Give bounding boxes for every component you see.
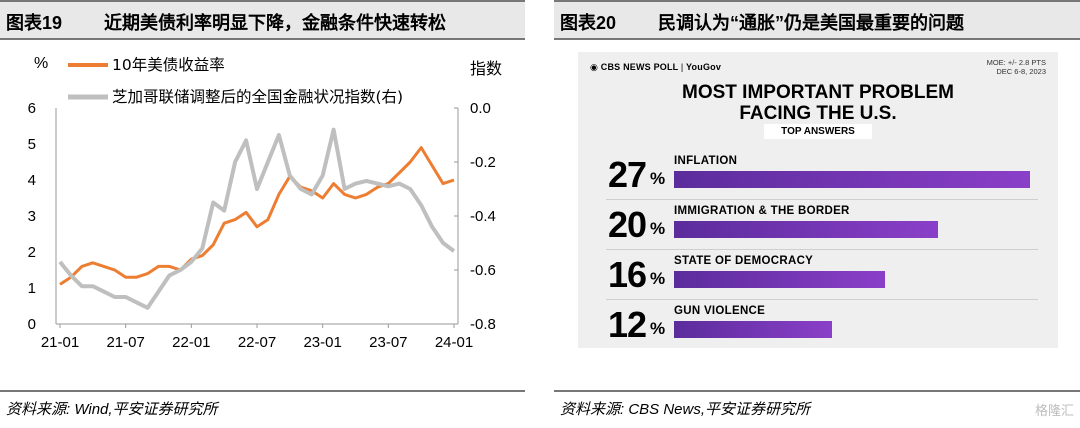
left-tick-label: 5 bbox=[28, 136, 36, 153]
poll-percent-sign: % bbox=[650, 219, 666, 238]
right-tick-label: 0.0 bbox=[470, 100, 491, 117]
x-tick-label: 22-07 bbox=[238, 334, 276, 351]
left-panel: 图表19 近期美债利率明显下降，金融条件快速转松 0 1 2 3 4 5 6 -0.8 -0.6… bbox=[0, 0, 525, 426]
left-tick-label: 4 bbox=[28, 172, 36, 189]
poll-partner-text: YouGov bbox=[686, 62, 722, 72]
left-source-text: 资料来源: Wind,平安证券研究所 bbox=[6, 401, 218, 418]
legend-label-2: 芝加哥联储调整后的全国金融状况指数(右) bbox=[112, 88, 403, 106]
right-tick-label: -0.8 bbox=[470, 316, 496, 333]
left-tick-label: 3 bbox=[28, 208, 36, 225]
poll-percent-sign: % bbox=[650, 319, 666, 338]
series-line-1 bbox=[59, 146, 455, 286]
poll-row: 20% IMMIGRATION & THE BORDER bbox=[578, 202, 1058, 248]
poll-category-label: IMMIGRATION & THE BORDER bbox=[674, 205, 850, 217]
x-tick-label: 21-01 bbox=[41, 334, 79, 351]
line-chart: 0 1 2 3 4 5 6 -0.8 -0.6 -0.4 -0.2 0.0 21-01 21-07 22-0… bbox=[28, 55, 502, 351]
poll-value-label: 16 bbox=[608, 254, 647, 295]
left-source-footer: 资料来源: Wind,平安证券研究所 bbox=[0, 390, 525, 428]
left-figure-label: 图表19 bbox=[6, 13, 63, 33]
poll-percent-sign: % bbox=[650, 169, 666, 188]
right-tick-label: -0.6 bbox=[470, 262, 496, 279]
poll-value-label: 12 bbox=[608, 304, 647, 345]
poll-bar bbox=[674, 171, 1030, 188]
x-tick-label: 23-07 bbox=[369, 334, 407, 351]
poll-subtitle: TOP ANSWERS bbox=[764, 124, 872, 139]
poll-value-label: 20 bbox=[608, 204, 647, 245]
poll-category-label: STATE OF DEMOCRACY bbox=[674, 255, 814, 267]
left-tick-label: 1 bbox=[28, 280, 36, 297]
line-chart-container: 0 1 2 3 4 5 6 -0.8 -0.6 -0.4 -0.2 0.0 21-01 21-07 22-0… bbox=[0, 48, 525, 358]
right-figure-header: 图表20 民调认为“通胀”仍是美国最重要的问题 bbox=[554, 0, 1080, 40]
poll-bar bbox=[674, 321, 833, 338]
right-tick-label: -0.2 bbox=[470, 154, 496, 171]
poll-row: 16% STATE OF DEMOCRACY bbox=[578, 252, 1058, 298]
right-figure-label: 图表20 bbox=[560, 13, 617, 33]
right-tick-label: -0.4 bbox=[470, 208, 496, 225]
poll-row: 12% GUN VIOLENCE bbox=[578, 302, 1058, 348]
poll-brand: ◉ CBS NEWS POLL | YouGov bbox=[590, 62, 722, 72]
series-line-2 bbox=[58, 127, 456, 310]
poll-category-label: GUN VIOLENCE bbox=[674, 305, 766, 317]
left-tick-label: 0 bbox=[28, 316, 36, 333]
left-tick-label: 6 bbox=[28, 100, 36, 117]
poll-brand-text: CBS NEWS POLL bbox=[600, 62, 679, 72]
legend-label-1: 10年美债收益率 bbox=[112, 56, 225, 74]
x-tick-label: 22-01 bbox=[172, 334, 210, 351]
poll-percent-sign: % bbox=[650, 269, 666, 288]
poll-category-label: INFLATION bbox=[674, 155, 738, 167]
poll-title: MOST IMPORTANT PROBLEM FACING THE U.S. bbox=[578, 82, 1058, 124]
left-figure-title: 近期美债利率明显下降，金融条件快速转松 bbox=[104, 13, 446, 33]
poll-row-divider bbox=[606, 299, 1038, 300]
x-tick-label: 21-07 bbox=[106, 334, 144, 351]
poll-row: 27% INFLATION bbox=[578, 152, 1058, 198]
x-tick-label: 24-01 bbox=[435, 334, 473, 351]
left-axis-unit: % bbox=[34, 55, 48, 72]
poll-row-divider bbox=[606, 199, 1038, 200]
watermark: 格隆汇 bbox=[1034, 403, 1074, 418]
poll-bar bbox=[674, 271, 885, 288]
right-source-footer: 资料来源: CBS News,平安证券研究所 bbox=[554, 390, 1080, 428]
poll-title-line1: MOST IMPORTANT PROBLEM bbox=[682, 82, 954, 103]
right-figure-title: 民调认为“通胀”仍是美国最重要的问题 bbox=[658, 13, 964, 33]
left-tick-label: 2 bbox=[28, 244, 36, 261]
poll-bar bbox=[674, 221, 938, 238]
poll-title-line2: FACING THE U.S. bbox=[739, 103, 897, 124]
right-panel: 图表20 民调认为“通胀”仍是美国最重要的问题 ◉ CBS NEWS POLL … bbox=[554, 0, 1080, 426]
poll-row-divider bbox=[606, 249, 1038, 250]
poll-dates-text: DEC 6-8, 2023 bbox=[996, 67, 1046, 76]
right-source-text: 资料来源: CBS News,平安证券研究所 bbox=[560, 401, 811, 418]
poll-graphic: ◉ CBS NEWS POLL | YouGov MOE: +/- 2.8 PT… bbox=[578, 52, 1058, 348]
poll-moe-text: MOE: +/- 2.8 PTS bbox=[986, 58, 1046, 67]
poll-moe: MOE: +/- 2.8 PTS DEC 6-8, 2023 bbox=[987, 58, 1046, 76]
x-tick-label: 23-01 bbox=[303, 334, 341, 351]
left-figure-header: 图表19 近期美债利率明显下降，金融条件快速转松 bbox=[0, 0, 525, 40]
right-axis-unit: 指数 bbox=[470, 59, 502, 78]
poll-value-label: 27 bbox=[608, 154, 647, 195]
cbs-eye-icon: ◉ bbox=[590, 62, 599, 72]
